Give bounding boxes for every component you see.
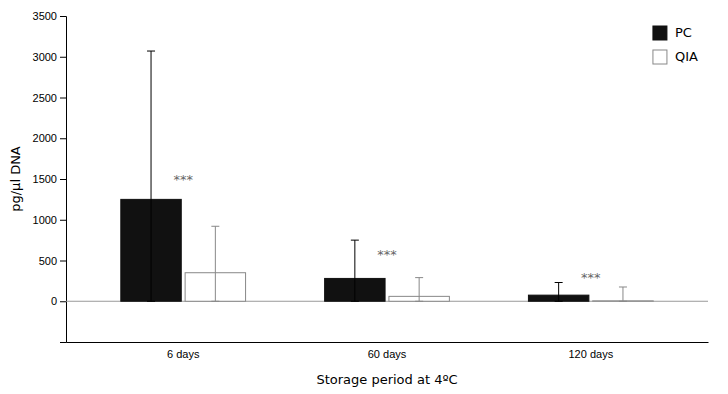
y-tick: 0 — [51, 295, 66, 307]
error-bar-stem — [622, 287, 623, 301]
error-bar-cap-upper — [555, 282, 563, 283]
y-tick-mark — [60, 98, 66, 99]
legend-swatch — [653, 26, 667, 40]
y-tick-label: 1000 — [33, 214, 57, 226]
annotation: *** — [377, 247, 397, 262]
annotation: *** — [581, 270, 601, 285]
error-bar-cap-upper — [415, 277, 423, 278]
error-bar-cap-lower — [147, 301, 155, 302]
error-bar-cap-upper — [351, 240, 359, 241]
legend-item: PC — [653, 25, 692, 41]
y-tick-mark — [60, 138, 66, 139]
error-bar — [555, 283, 563, 302]
y-axis-line — [60, 17, 67, 343]
annotation: *** — [173, 172, 193, 187]
y-tick: 1500 — [33, 173, 66, 185]
error-bar-cap-upper — [147, 51, 155, 52]
error-bar-cap-lower — [415, 301, 423, 302]
x-tick-label: 6 days — [167, 348, 200, 360]
legend-label: PC — [675, 25, 692, 40]
error-bar-stem — [151, 51, 152, 301]
y-tick-label: 0 — [51, 295, 57, 307]
y-tick: 500 — [39, 255, 66, 267]
error-bar-cap-lower — [211, 301, 219, 302]
error-bar-stem — [558, 283, 559, 302]
error-bar — [415, 278, 423, 302]
error-bar-cap-lower — [619, 301, 627, 302]
y-tick-label: 1500 — [33, 173, 57, 185]
error-bar-stem — [354, 240, 355, 301]
x-axis-title: Storage period at 4ºC — [316, 372, 457, 387]
legend-label: QIA — [675, 49, 698, 64]
y-tick-label: 2000 — [33, 132, 57, 144]
y-tick: 1000 — [33, 214, 66, 226]
error-bar — [351, 240, 359, 301]
y-tick: 2500 — [33, 92, 66, 104]
y-axis: 0 500 1000 1500 2000 2500 3000 3500 — [33, 10, 67, 342]
y-tick: 2000 — [33, 132, 66, 144]
marks — [66, 51, 708, 301]
y-tick-label: 3500 — [33, 10, 57, 22]
y-tick-mark — [60, 220, 66, 221]
legend-swatch — [653, 50, 667, 64]
y-tick: 3000 — [33, 51, 66, 63]
y-tick-mark — [60, 16, 66, 17]
error-bar-stem — [419, 278, 420, 302]
legend: PC QIA — [653, 25, 698, 65]
error-bar — [147, 51, 155, 301]
chart: 0 500 1000 1500 2000 2500 3000 3500 6 days 60 day… — [0, 0, 728, 394]
error-bar-stem — [215, 226, 216, 301]
x-axis: 6 days 60 days 120 days — [67, 343, 709, 360]
series — [121, 51, 589, 301]
error-bar-cap-upper — [211, 226, 219, 227]
y-tick-label: 500 — [39, 255, 57, 267]
x-tick: 60 days — [368, 348, 407, 360]
annotations: *** *** *** — [173, 172, 601, 286]
plot: 0 500 1000 1500 2000 2500 3000 3500 6 days 60 day… — [33, 10, 709, 360]
legend-item: QIA — [653, 49, 698, 65]
y-tick-label: 3000 — [33, 51, 57, 63]
y-tick: 3500 — [33, 10, 66, 22]
error-bar-cap-lower — [351, 301, 359, 302]
y-axis-title: pg/µl DNA — [8, 146, 23, 212]
x-tick: 120 days — [568, 348, 613, 360]
y-tick-mark — [60, 179, 66, 180]
error-bar — [619, 287, 627, 301]
x-tick-label: 120 days — [568, 348, 613, 360]
error-bar-cap-lower — [555, 301, 563, 302]
series — [185, 226, 653, 301]
x-tick: 6 days — [167, 348, 200, 360]
y-tick-mark — [60, 57, 66, 58]
x-axis-line — [67, 342, 709, 343]
error-bar — [211, 226, 219, 301]
y-tick-label: 2500 — [33, 92, 57, 104]
y-tick-mark — [60, 301, 66, 302]
error-bar-cap-upper — [619, 286, 627, 287]
y-tick-mark — [60, 261, 66, 262]
x-tick-label: 60 days — [368, 348, 407, 360]
